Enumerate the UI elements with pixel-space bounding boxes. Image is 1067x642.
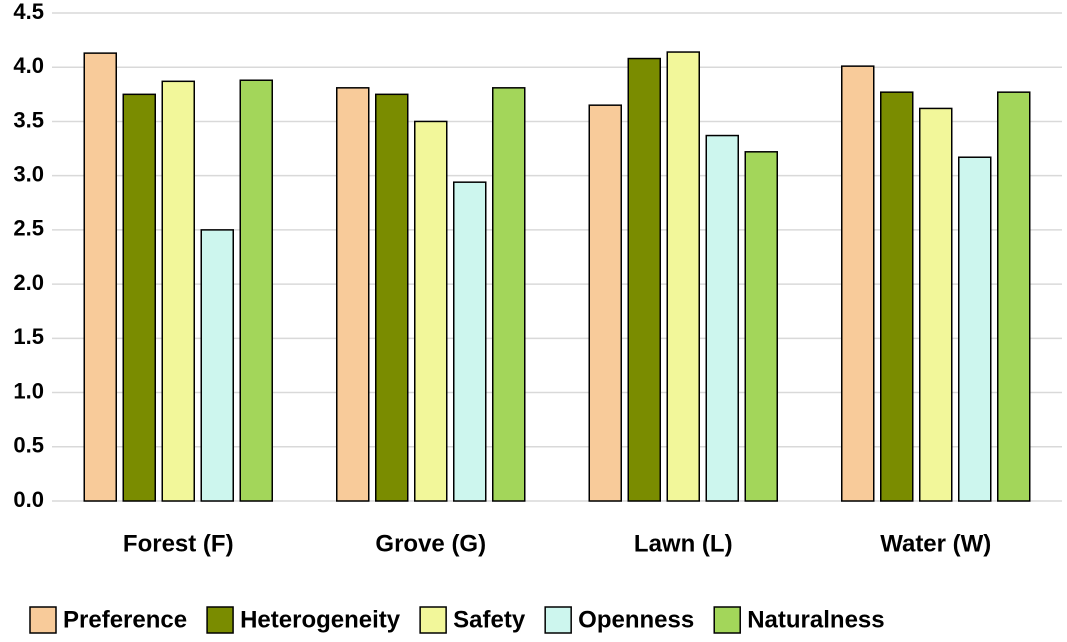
legend-label: Heterogeneity <box>240 606 401 633</box>
y-tick-label: 4.5 <box>13 0 44 24</box>
x-tick-label: Lawn (L) <box>634 530 733 557</box>
bar <box>588 104 622 502</box>
x-tick-label: Grove (G) <box>375 530 486 557</box>
bar <box>997 91 1031 502</box>
bar <box>666 51 700 502</box>
legend-label: Safety <box>453 606 526 633</box>
bar <box>122 93 156 502</box>
y-tick-label: 1.5 <box>13 324 44 349</box>
y-tick-label: 1.0 <box>13 378 44 403</box>
bar <box>161 80 195 502</box>
bar <box>880 91 914 502</box>
bar <box>958 156 992 502</box>
legend-swatch <box>29 606 57 634</box>
y-tick-label: 2.5 <box>13 216 44 241</box>
y-tick-label: 0.0 <box>13 487 44 512</box>
bar <box>200 229 234 502</box>
bar <box>841 65 875 502</box>
bar <box>919 107 953 502</box>
y-tick-label: 3.5 <box>13 107 44 132</box>
bar <box>414 120 448 502</box>
bar <box>83 52 117 502</box>
bar <box>705 134 739 502</box>
legend-label: Preference <box>63 606 187 633</box>
bar <box>744 151 778 502</box>
legend-label: Naturalness <box>747 606 884 633</box>
x-tick-label: Water (W) <box>880 530 991 557</box>
legend-swatch <box>713 606 741 634</box>
legend-label: Openness <box>578 606 694 633</box>
bar <box>239 79 273 502</box>
y-tick-label: 2.0 <box>13 270 44 295</box>
y-tick-label: 4.0 <box>13 53 44 78</box>
legend-swatch <box>419 606 447 634</box>
bar <box>492 87 526 502</box>
x-tick-label: Forest (F) <box>123 530 234 557</box>
y-tick-label: 0.5 <box>13 433 44 458</box>
bar <box>375 93 409 502</box>
bar <box>627 57 661 502</box>
bar <box>453 181 487 502</box>
y-tick-label: 3.0 <box>13 161 44 186</box>
bar <box>336 87 370 502</box>
legend-swatch <box>206 606 234 634</box>
legend-swatch <box>544 606 572 634</box>
